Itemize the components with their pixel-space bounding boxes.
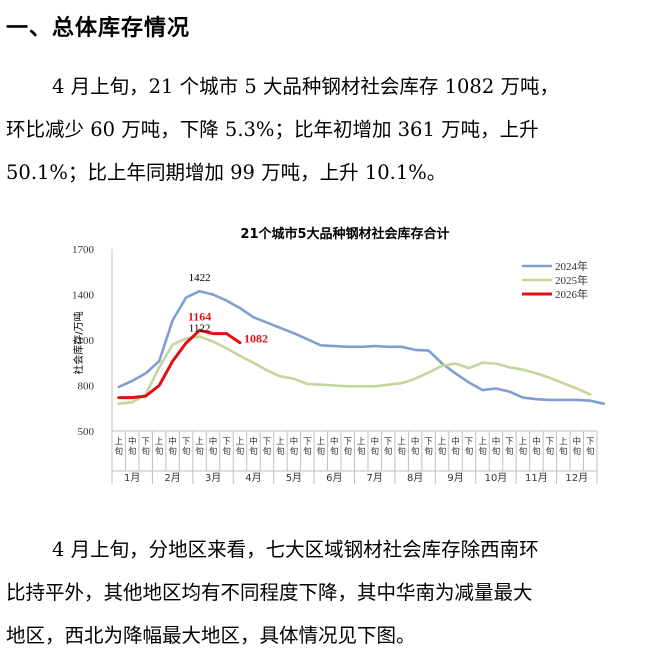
y-tick-label: 800 [78,381,95,393]
x-tick-label: 下旬 [546,437,555,457]
month-label: 6月 [326,472,342,484]
x-tick-label: 中旬 [330,436,339,457]
x-tick-label: 下旬 [384,437,393,457]
paragraph-line: 4 月上旬，21 个城市 5 大品种钢材社会库存 1082 万吨， [52,75,559,98]
x-tick-label: 上旬 [317,437,326,457]
month-label: 5月 [286,472,302,484]
y-axis-label: 社会库存/万吨 [72,311,85,374]
x-tick-label: 上旬 [276,437,285,457]
paragraph-line: 50.1%；比上年同期增加 99 万吨，上升 10.1%。 [6,161,447,184]
x-tick-label: 中旬 [168,436,177,457]
x-tick-label: 下旬 [586,437,595,457]
x-tick-label: 下旬 [505,437,514,457]
month-label: 8月 [407,472,423,484]
x-tick-label: 下旬 [424,437,433,457]
x-tick-label: 中旬 [411,436,420,457]
inventory-line-chart: 21个城市5大品种钢材社会库存合计 500800110014001700上旬中旬… [72,226,606,484]
month-label: 11月 [525,472,548,484]
paragraph-line: 环比减少 60 万吨，下降 5.3%；比年初增加 361 万吨，上升 [6,118,539,141]
data-label: 1082 [244,332,268,346]
x-tick-label: 下旬 [222,437,231,457]
legend-label: 2025年 [555,273,588,287]
series-line-2 [117,335,592,405]
x-tick-label: 下旬 [263,437,272,457]
month-label: 2月 [164,472,180,484]
x-tick-label: 上旬 [357,437,366,457]
x-tick-label: 中旬 [128,436,137,457]
regional-paragraph: 4 月上旬，分地区来看，七大区域钢材社会库存除西南环 比持平外，其他地区均有不同… [6,528,652,657]
y-tick-label: 1700 [72,244,95,256]
chart-series [117,289,606,405]
x-tick-label: 上旬 [155,437,164,457]
x-tick-label: 上旬 [397,437,406,457]
summary-paragraph: 4 月上旬，21 个城市 5 大品种钢材社会库存 1082 万吨， 环比减少 6… [6,65,652,194]
data-label: 1122 [189,323,211,335]
chart-axes: 500800110014001700上旬中旬下旬上旬中旬下旬上旬中旬下旬上旬中旬… [72,244,598,484]
y-tick-label: 1400 [72,290,95,302]
series-line-3 [117,328,242,400]
month-label: 10月 [485,472,508,484]
legend-label: 2026年 [555,287,588,301]
x-tick-label: 下旬 [344,437,353,457]
paragraph-line: 比持平外，其他地区均有不同程度下降，其中华南为减量最大 [6,581,533,604]
chart-title: 21个城市5大品种钢材社会库存合计 [240,226,449,242]
paragraph-line: 地区，西北为降幅最大地区，具体情况见下图。 [6,624,416,647]
x-tick-label: 下旬 [465,437,474,457]
x-tick-label: 上旬 [195,437,204,457]
x-tick-label: 下旬 [303,437,312,457]
y-tick-label: 500 [78,426,95,438]
x-tick-label: 下旬 [141,437,150,457]
x-tick-label: 中旬 [370,436,379,457]
legend-label: 2024年 [555,259,588,273]
y-tick-label: 1100 [72,335,94,347]
month-label: 7月 [367,472,383,484]
x-tick-label: 中旬 [532,436,541,457]
x-tick-label: 中旬 [209,436,218,457]
month-label: 12月 [565,472,588,484]
x-tick-label: 上旬 [438,437,447,457]
x-tick-label: 中旬 [451,436,460,457]
x-tick-label: 中旬 [249,436,258,457]
data-label: 1422 [189,272,211,284]
x-tick-label: 中旬 [492,436,501,457]
paragraph-line: 4 月上旬，分地区来看，七大区域钢材社会库存除西南环 [52,538,539,561]
x-tick-label: 下旬 [182,437,191,457]
x-tick-label: 上旬 [478,437,487,457]
data-label: 1164 [188,309,211,323]
x-tick-label: 上旬 [559,437,568,457]
series-line-1 [117,289,606,405]
month-label: 9月 [447,472,463,484]
x-tick-label: 上旬 [114,437,123,457]
section-heading: 一、总体库存情况 [6,16,191,41]
month-label: 4月 [245,472,261,484]
month-label: 1月 [124,472,140,484]
month-label: 3月 [205,472,221,484]
x-tick-label: 上旬 [236,437,245,457]
x-tick-label: 中旬 [290,436,299,457]
x-tick-label: 中旬 [573,436,582,457]
x-tick-label: 上旬 [519,437,528,457]
